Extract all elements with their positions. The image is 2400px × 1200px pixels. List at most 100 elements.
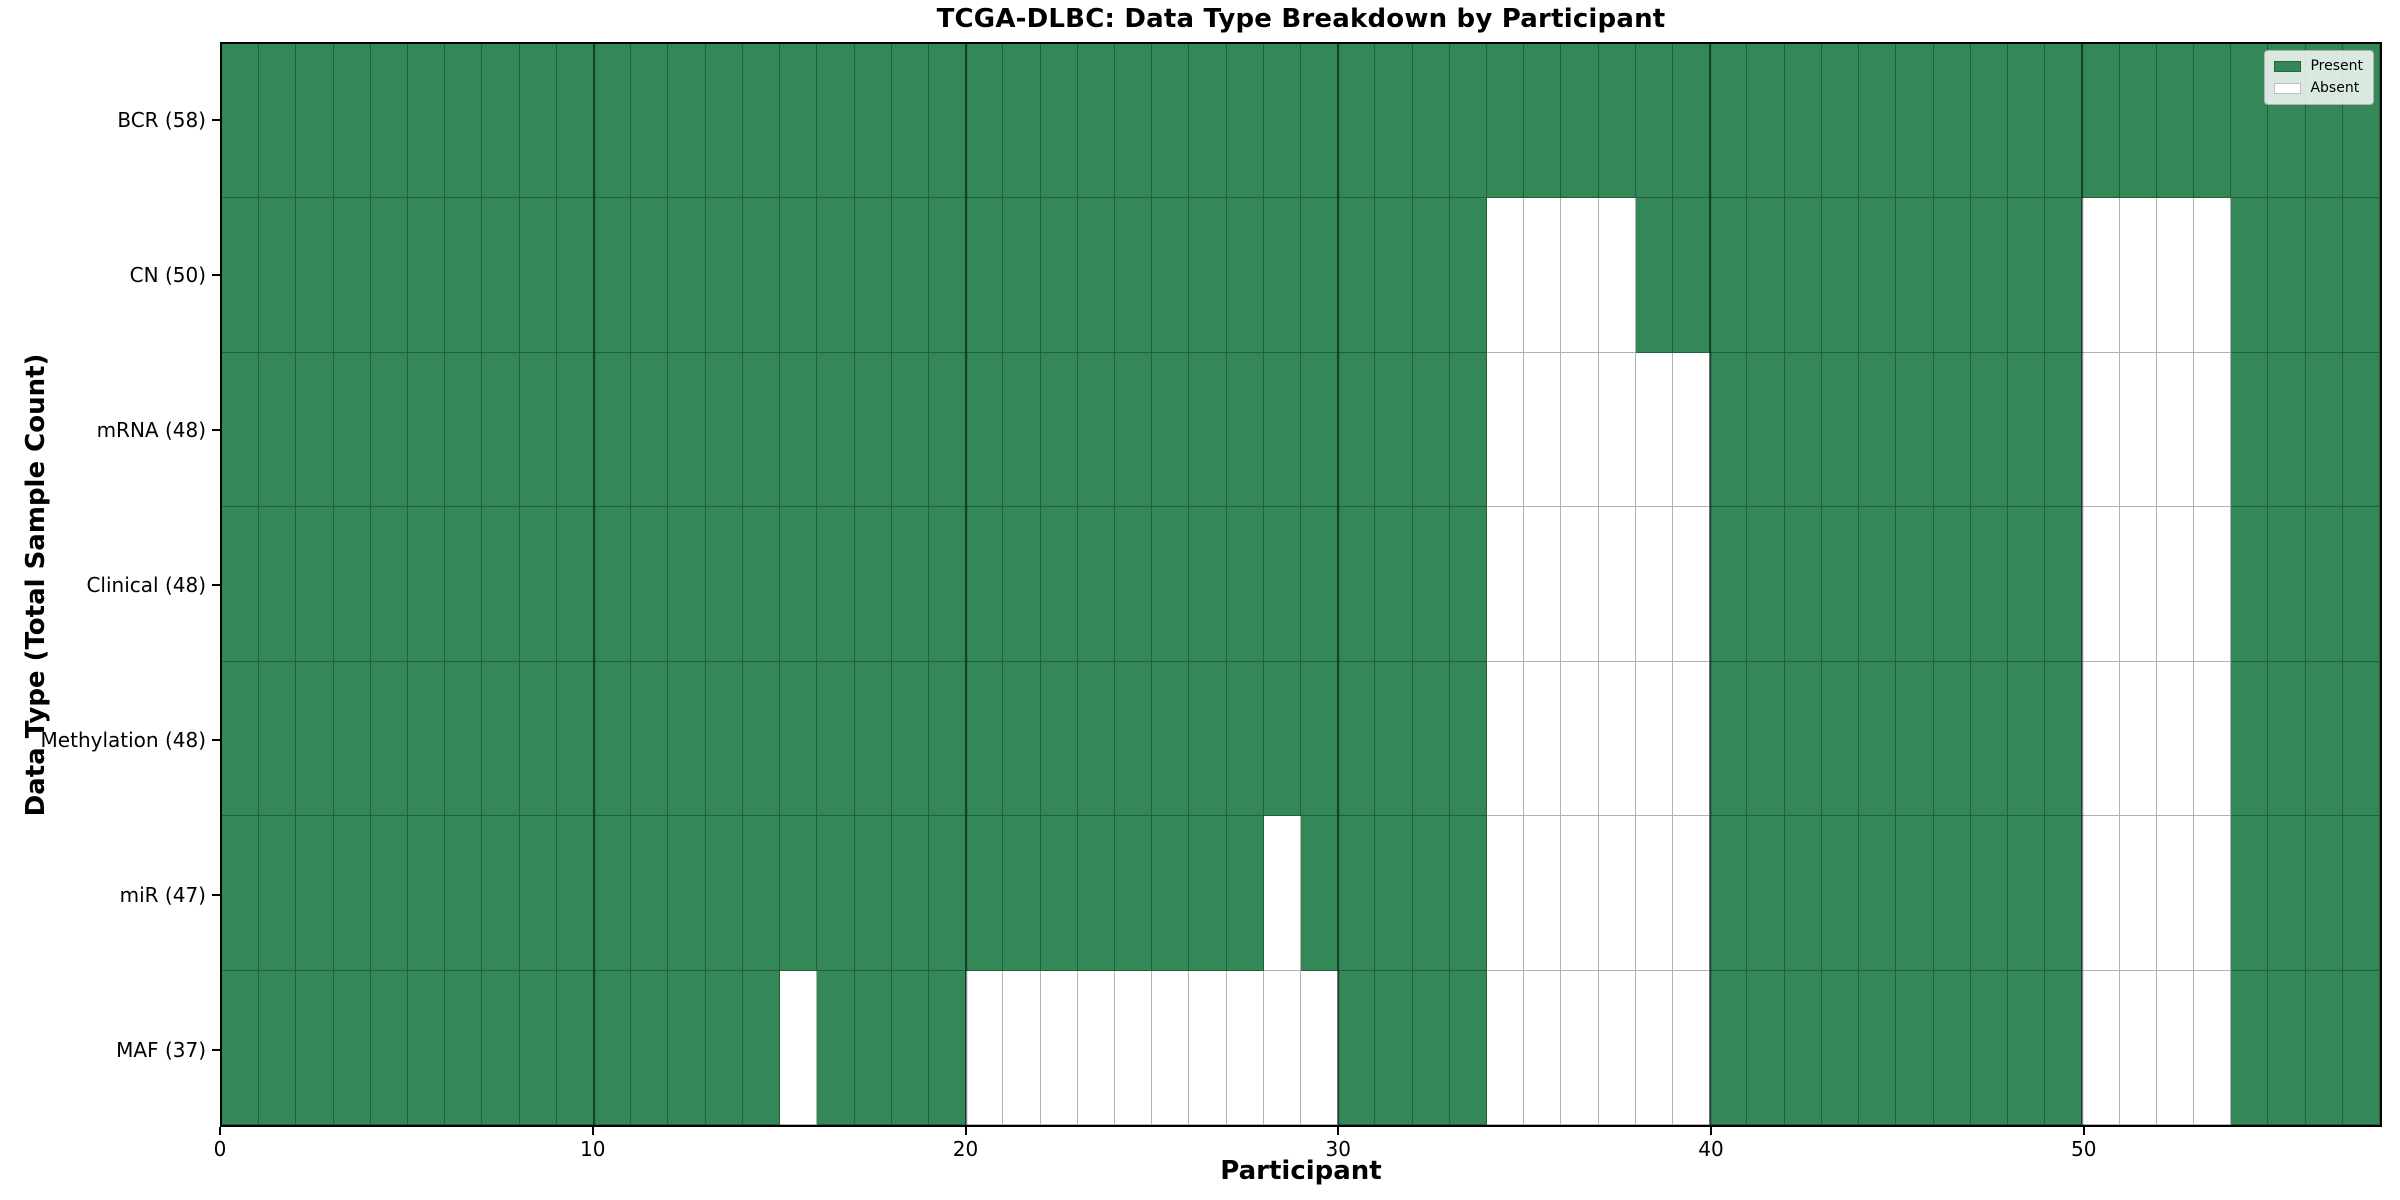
heatmap-cell-MAF-p56 [2305,970,2343,1125]
heatmap-cell-mRNA-p17 [854,352,892,508]
heatmap-cell-Clinical-p40 [1710,507,1748,662]
heatmap-cell-miR-p11 [631,816,669,971]
heatmap-cell-mRNA-p36 [1561,352,1599,508]
y-tick-label-MAF: MAF (37) [116,1037,206,1062]
heatmap-cell-mRNA-p29 [1301,352,1339,508]
heatmap-cell-MAF-p3 [333,970,371,1125]
heatmap-cell-MAF-p57 [2342,970,2380,1125]
heatmap-cell-CN-p53 [2193,198,2232,353]
heatmap-cell-miR-p40 [1710,816,1748,971]
heatmap-cell-miR-p33 [1449,816,1488,971]
heatmap-cell-miR-p22 [1040,816,1078,971]
heatmap-cell-MAF-p25 [1152,970,1190,1125]
x-gridline-20 [965,44,967,1125]
heatmap-cell-mRNA-p46 [1933,352,1971,508]
heatmap-cell-CN-p22 [1040,198,1078,353]
heatmap-cell-MAF-p38 [1635,970,1674,1125]
heatmap-cell-BCR-p47 [1970,44,2008,199]
heatmap-cell-Methylation-p46 [1933,661,1971,817]
heatmap-cell-BCR-p4 [370,44,409,199]
heatmap-cell-mRNA-p43 [1821,352,1860,508]
heatmap-cell-MAF-p41 [1747,970,1785,1125]
heatmap-cell-Methylation-p35 [1524,661,1562,817]
heatmap-cell-mRNA-p16 [817,352,855,508]
heatmap-cell-BCR-p35 [1524,44,1562,199]
heatmap-cell-mRNA-p7 [482,352,520,508]
heatmap-cell-CN-p29 [1301,198,1339,353]
heatmap-cell-MAF-p52 [2156,970,2194,1125]
heatmap-cell-Clinical-p14 [742,507,781,662]
heatmap-cell-BCR-p17 [854,44,892,199]
x-gridline-10 [593,44,595,1125]
heatmap-cell-miR-p19 [928,816,967,971]
heatmap-cell-CN-p21 [1003,198,1041,353]
heatmap-cell-mRNA-p48 [2007,352,2046,508]
heatmap-cell-mRNA-p44 [1859,352,1897,508]
heatmap-cell-MAF-p45 [1896,970,1934,1125]
heatmap-cell-Methylation-p51 [2119,661,2157,817]
heatmap-cell-mRNA-p54 [2231,352,2269,508]
heatmap-cell-Methylation-p5 [408,661,446,817]
heatmap-cell-miR-p8 [519,816,557,971]
heatmap-cell-BCR-p48 [2007,44,2046,199]
heatmap-cell-BCR-p18 [891,44,929,199]
heatmap-cell-BCR-p53 [2193,44,2232,199]
heatmap-cell-mRNA-p49 [2045,352,2083,508]
heatmap-cell-Methylation-p10 [594,661,632,817]
heatmap-cell-Clinical-p2 [296,507,334,662]
y-tick-label-miR: miR (47) [119,882,206,907]
heatmap-cell-Methylation-p20 [966,661,1004,817]
heatmap-cell-miR-p26 [1189,816,1227,971]
heatmap-cell-Methylation-p30 [1338,661,1376,817]
heatmap-cell-CN-p9 [556,198,595,353]
x-gridline-50 [2081,44,2084,1125]
heatmap-cell-Methylation-p22 [1040,661,1078,817]
heatmap-cell-BCR-p10 [594,44,632,199]
heatmap-cell-CN-p4 [370,198,409,353]
heatmap-cell-miR-p53 [2193,816,2232,971]
heatmap-cell-mRNA-p55 [2268,352,2306,508]
heatmap-cell-BCR-p26 [1189,44,1227,199]
heatmap-cell-Methylation-p8 [519,661,557,817]
heatmap-cell-Clinical-p20 [966,507,1004,662]
heatmap-cell-Methylation-p37 [1598,661,1636,817]
heatmap-cell-Clinical-p24 [1114,507,1153,662]
heatmap-cell-mRNA-p28 [1263,352,1301,508]
y-tick-mark-CN [212,273,220,276]
heatmap-cell-miR-p6 [445,816,483,971]
heatmap-cell-Methylation-p45 [1896,661,1934,817]
y-tick-mark-BCR [212,118,220,121]
heatmap-cell-MAF-p21 [1003,970,1041,1125]
heatmap-cell-mRNA-p56 [2305,352,2343,508]
heatmap-cell-Methylation-p15 [780,661,818,817]
heatmap-cell-Clinical-p3 [333,507,371,662]
heatmap-cell-MAF-p40 [1710,970,1748,1125]
legend-item-absent: Absent [2274,80,2363,97]
heatmap-cell-miR-p32 [1412,816,1450,971]
heatmap-cell-BCR-p14 [742,44,781,199]
heatmap-cell-MAF-p34 [1487,970,1525,1125]
heatmap-cell-MAF-p55 [2268,970,2306,1125]
heatmap-cell-Methylation-p42 [1784,661,1822,817]
heatmap-cell-mRNA-p40 [1710,352,1748,508]
heatmap-cell-miR-p27 [1226,816,1264,971]
heatmap-cell-CN-p1 [259,198,297,353]
heatmap-cell-mRNA-p15 [780,352,818,508]
heatmap-cell-Clinical-p4 [370,507,409,662]
heatmap-cell-miR-p48 [2007,816,2046,971]
heatmap-cell-mRNA-p5 [408,352,446,508]
heatmap-cell-BCR-p43 [1821,44,1860,199]
heatmap-cell-CN-p32 [1412,198,1450,353]
x-tick-mark-10 [591,1127,594,1135]
legend: Present Absent [2264,50,2374,105]
heatmap-cell-mRNA-p45 [1896,352,1934,508]
heatmap-cell-CN-p17 [854,198,892,353]
heatmap-cell-Clinical-p17 [854,507,892,662]
heatmap-cell-MAF-p37 [1598,970,1636,1125]
heatmap-cell-MAF-p48 [2007,970,2046,1125]
heatmap-cell-MAF-p26 [1189,970,1227,1125]
heatmap-cell-CN-p30 [1338,198,1376,353]
heatmap-cell-BCR-p39 [1673,44,1711,199]
heatmap-cell-Clinical-p55 [2268,507,2306,662]
heatmap-cell-Clinical-p48 [2007,507,2046,662]
